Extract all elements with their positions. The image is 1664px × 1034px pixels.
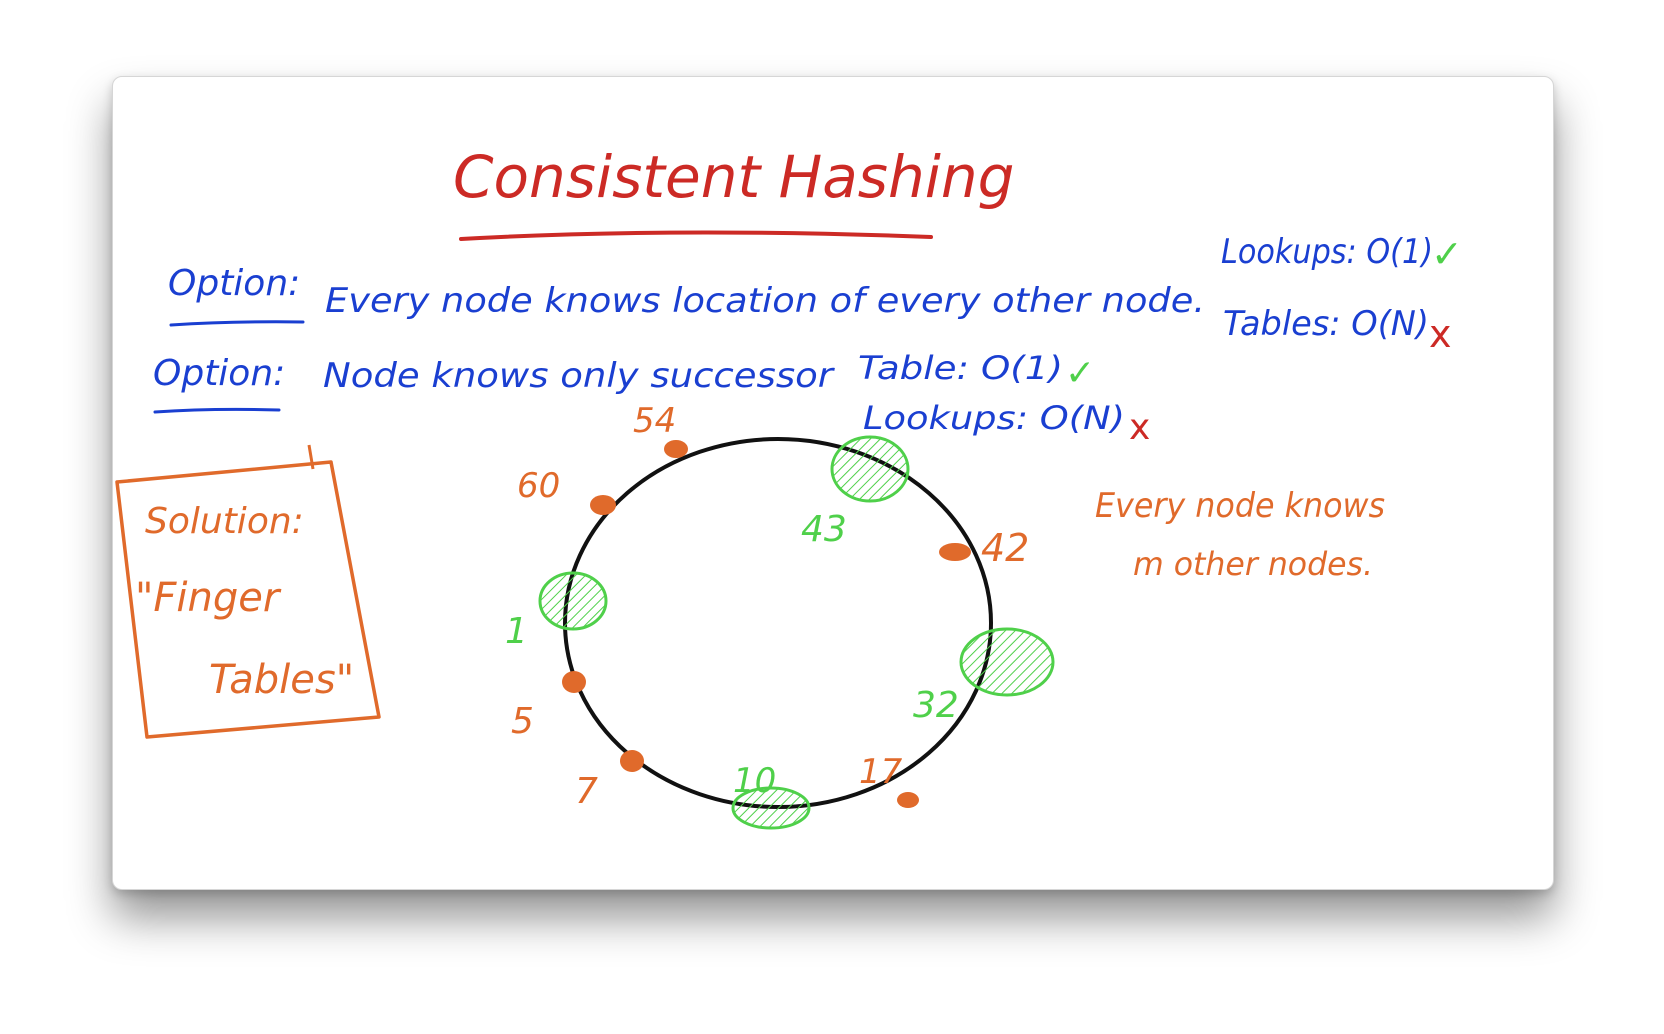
solution-line3: Tables" <box>209 657 354 703</box>
finger-node-32 <box>959 627 1055 697</box>
whiteboard: Consistent Hashing Option: Every node kn… <box>115 143 1463 830</box>
title-underline <box>459 230 933 241</box>
node-label-5: 5 <box>511 701 534 742</box>
node-label-43: 43 <box>801 509 847 550</box>
node-label-17: 17 <box>859 752 903 792</box>
option1-tables-x: x <box>1429 312 1452 356</box>
solution-box <box>115 460 381 739</box>
option1-tables: Tables: O(N) <box>1223 304 1429 344</box>
solution-line1: Solution: <box>145 501 304 542</box>
note-line1: Every node knows <box>1095 486 1385 526</box>
node-dot-60 <box>590 495 616 515</box>
option1-label: Option: <box>168 263 300 304</box>
node-label-54: 54 <box>633 401 676 441</box>
option2-lookups: Lookups: O(N) <box>863 399 1125 437</box>
option1-text: Every node knows location of every other… <box>325 281 1205 321</box>
node-label-10: 10 <box>733 761 776 801</box>
finger-node-43 <box>830 435 910 503</box>
option2-label: Option: <box>153 353 285 394</box>
option1-lookups: Lookups: O(1) <box>1221 232 1433 272</box>
page-title: Consistent Hashing <box>453 143 1014 211</box>
option2-underline <box>153 407 281 414</box>
option2-table-check: ✓ <box>1065 353 1095 394</box>
finger-node-1 <box>538 571 608 631</box>
note-line2: m other nodes. <box>1133 545 1373 583</box>
node-dot-54 <box>664 440 688 458</box>
node-dot-7 <box>620 750 644 772</box>
node-label-1: 1 <box>505 611 528 652</box>
whiteboard-frame: Consistent Hashing Option: Every node kn… <box>112 76 1554 890</box>
option1-underline <box>169 320 305 327</box>
node-label-60: 60 <box>517 466 560 506</box>
node-dot-17 <box>897 792 919 808</box>
solution-line2: "Finger <box>135 575 282 621</box>
option2-lookups-x: x <box>1129 407 1150 448</box>
node-dot-5 <box>562 671 586 693</box>
node-label-42: 42 <box>981 526 1029 570</box>
node-label-7: 7 <box>575 771 598 812</box>
solution-box-tick <box>307 444 315 470</box>
node-label-32: 32 <box>913 685 959 726</box>
option1-lookups-check: ✓ <box>1431 232 1463 276</box>
node-dot-42 <box>939 543 971 561</box>
option2-text: Node knows only successor <box>323 356 835 396</box>
finger-node-10 <box>731 786 811 830</box>
option2-table: Table: O(1) <box>858 349 1063 387</box>
